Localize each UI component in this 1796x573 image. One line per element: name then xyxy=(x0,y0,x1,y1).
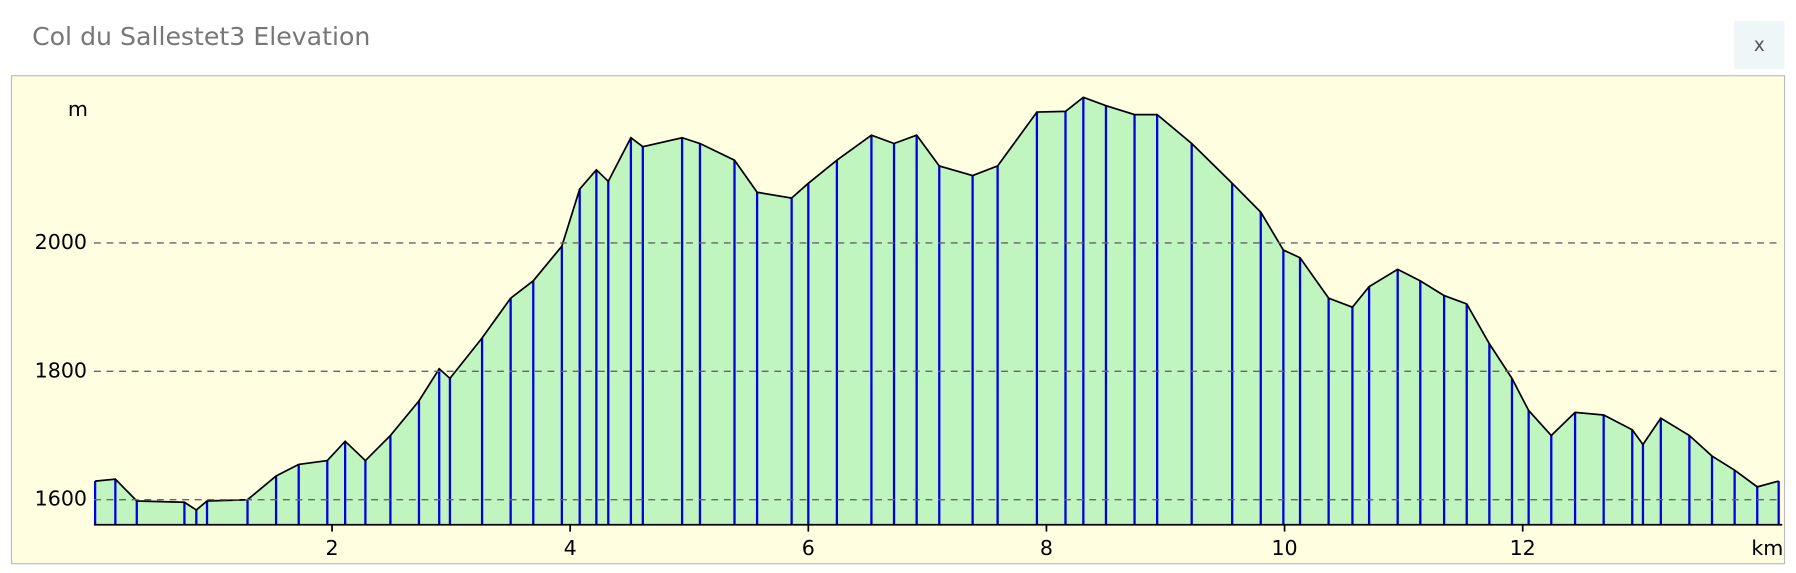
dialog-title: Col du Sallestet3 Elevation xyxy=(32,22,370,51)
elevation-outline xyxy=(95,96,1779,512)
close-button[interactable] xyxy=(1734,20,1785,69)
elevation-area xyxy=(95,97,1779,525)
x-tick-label: 8 xyxy=(1040,536,1053,560)
close-label[interactable]: x xyxy=(1754,35,1765,56)
x-tick-label: 12 xyxy=(1510,536,1536,560)
y-tick-label: 1800 xyxy=(35,358,87,382)
x-tick-label: 2 xyxy=(325,536,338,560)
y-tick-label: 1600 xyxy=(35,487,87,511)
x-axis-label: km xyxy=(1751,536,1783,560)
y-tick-label: 2000 xyxy=(35,230,87,254)
x-tick-label: 4 xyxy=(564,536,577,560)
x-tick-label: 10 xyxy=(1271,536,1297,560)
y-axis-label: m xyxy=(68,97,88,121)
x-tick-label: 6 xyxy=(802,536,815,560)
